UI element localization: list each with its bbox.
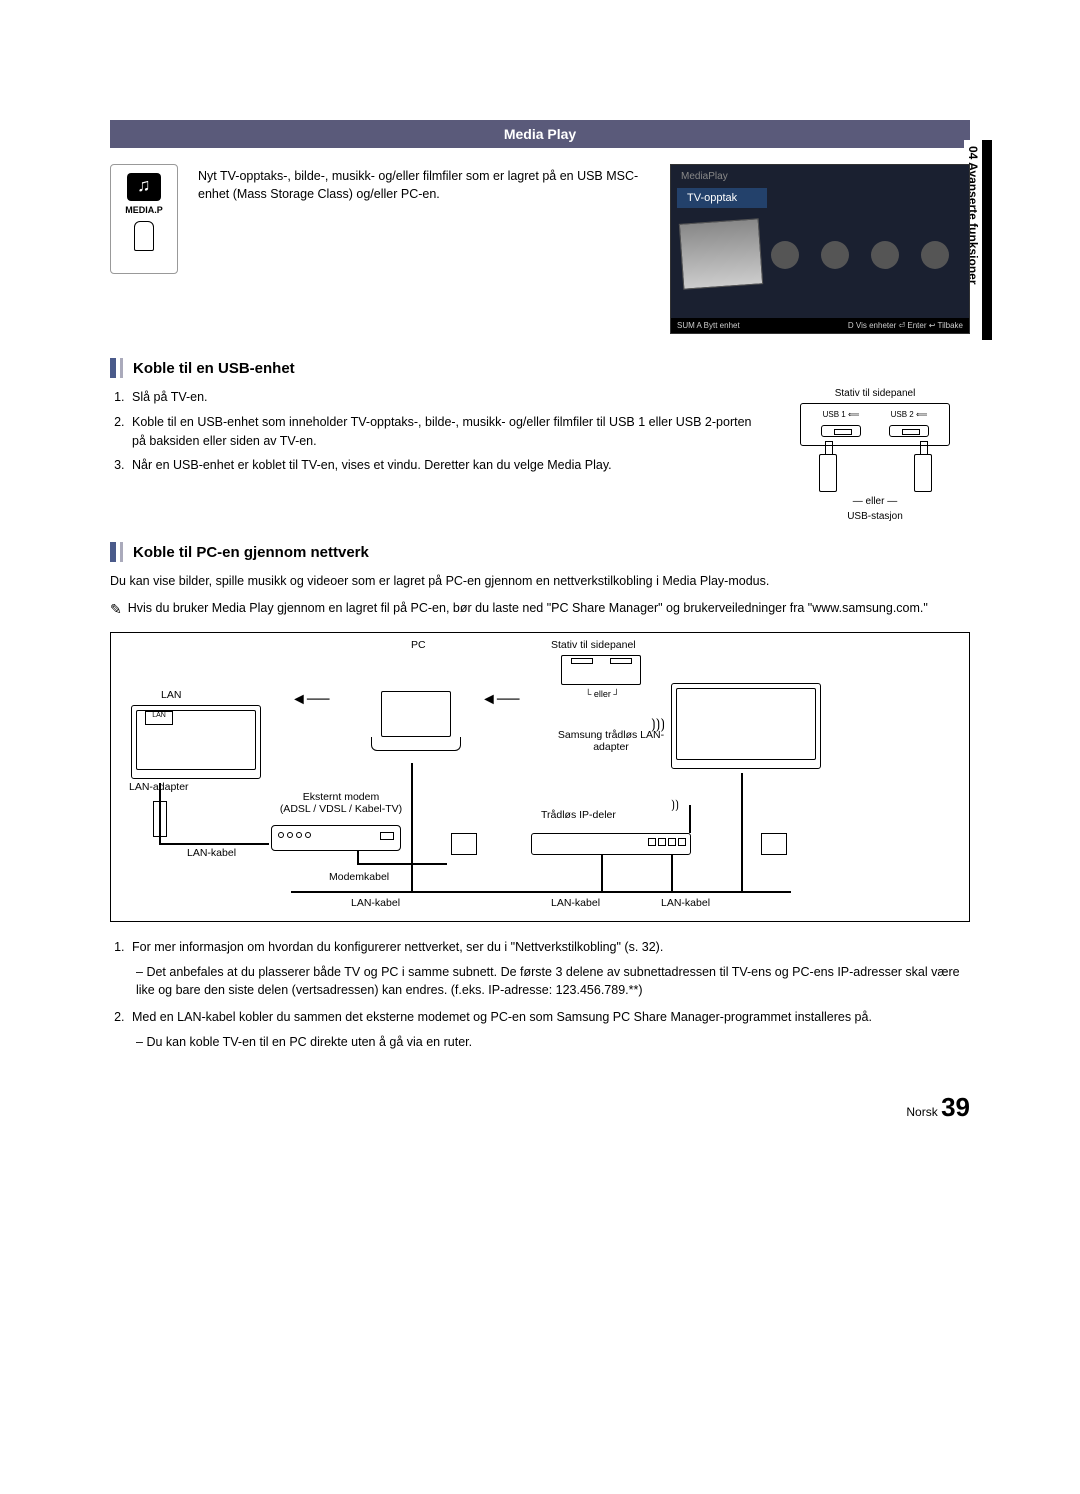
usb-stick-icon — [819, 454, 837, 492]
net-step: Med en LAN-kabel kobler du sammen det ek… — [128, 1008, 970, 1052]
net-step: For mer informasjon om hvordan du konfig… — [128, 938, 970, 1000]
ss-icon — [871, 241, 899, 269]
network-steps: For mer informasjon om hvordan du konfig… — [128, 938, 970, 1052]
footer-page-number: 39 — [941, 1092, 970, 1122]
lan-label: LAN — [161, 689, 181, 701]
usb-step: Slå på TV-en. — [128, 388, 760, 407]
wifi-icon-2: ⟯⟯ — [671, 797, 679, 812]
usb-step: Når en USB-enhet er koblet til TV-en, vi… — [128, 456, 760, 475]
section-bar-icon — [110, 542, 116, 562]
usb-step: Koble til en USB-enhet som inneholder TV… — [128, 413, 760, 451]
wall-plug-icon — [451, 833, 477, 855]
screenshot-top-label: MediaPlay — [671, 165, 969, 188]
lan-kabel-label-2: LAN-kabel — [351, 897, 400, 909]
usb-stick-icon — [914, 454, 932, 492]
lan-kabel-label-3: LAN-kabel — [551, 897, 600, 909]
arrow-icon: ◄── — [481, 691, 520, 709]
note-icon: ✎ — [110, 599, 122, 620]
ss-icon — [771, 241, 799, 269]
remote-label: MEDIA.P — [125, 205, 163, 215]
screenshot-footer-right: D Vis enheter ⏎ Enter ↩ Tilbake — [848, 321, 963, 330]
net-substep: Du kan koble TV-en til en PC direkte ute… — [132, 1033, 970, 1052]
usb-diagram: Stativ til sidepanel USB 1 ⟸ USB 2 ⟸ — e… — [780, 388, 970, 522]
screenshot-footer-left: SUM A Bytt enhet — [677, 321, 740, 330]
footer-lang: Norsk — [906, 1105, 937, 1119]
screenshot-icons — [771, 241, 949, 269]
title-bar: Media Play — [110, 120, 970, 148]
section2-title: Koble til PC-en gjennom nettverk — [133, 544, 369, 561]
tv-right-icon — [671, 683, 821, 769]
router-label: Trådløs IP-deler — [541, 809, 616, 821]
lan-kabel-label-4: LAN-kabel — [661, 897, 710, 909]
remote-button-box: MEDIA.P — [110, 164, 178, 274]
lan-kabel-label: LAN-kabel — [187, 847, 236, 859]
wall-plug-icon — [761, 833, 787, 855]
usb-slot-icon — [889, 425, 929, 437]
modemkabel-label: Modemkabel — [329, 871, 389, 883]
usb-port1-label: USB 1 ⟸ — [823, 410, 860, 419]
pc-note: Hvis du bruker Media Play gjennom en lag… — [128, 599, 928, 620]
media-play-icon — [127, 173, 161, 201]
usb-top-label: Stativ til sidepanel — [780, 388, 970, 399]
usb-slot-icon — [821, 425, 861, 437]
tv-screenshot: MediaPlay TV-opptak SUM A Bytt enhet D V… — [670, 164, 970, 334]
intro-text: Nyt TV-opptaks-, bilde-, musikk- og/elle… — [198, 164, 650, 334]
router-icon — [531, 833, 691, 855]
net-substep: Det anbefales at du plasserer både TV og… — [132, 963, 970, 1001]
network-diagram: PC Stativ til sidepanel LAN LAN ◄── ◄── … — [110, 632, 970, 922]
usb-panel: USB 1 ⟸ USB 2 ⟸ — [800, 403, 950, 446]
ss-icon — [821, 241, 849, 269]
section-bar-icon — [110, 358, 116, 378]
eller-label: — eller — — [780, 496, 970, 507]
pc-icon — [371, 691, 461, 761]
section-subbar-icon — [120, 358, 123, 378]
ss-icon — [921, 241, 949, 269]
screenshot-tab: TV-opptak — [677, 188, 767, 208]
antenna-icon — [689, 805, 691, 833]
hand-icon — [134, 221, 154, 251]
usb-bottom-label: USB-stasjon — [780, 511, 970, 522]
stativ-label: Stativ til sidepanel — [551, 639, 636, 651]
samsung-adapter-label: Samsung trådløs LAN-adapter — [551, 729, 671, 753]
screenshot-thumbnail — [679, 218, 763, 289]
modem-icon — [271, 825, 401, 851]
usb-port2-label: USB 2 ⟸ — [891, 410, 928, 419]
pc-label: PC — [411, 639, 426, 651]
modem-label: Eksternt modem (ADSL / VDSL / Kabel-TV) — [261, 791, 421, 815]
section-subbar-icon — [120, 542, 123, 562]
lan-port-label: LAN — [145, 711, 173, 725]
arrow-icon: ◄── — [291, 691, 330, 709]
page-footer: Norsk 39 — [110, 1092, 970, 1123]
eller-label-2: └ eller ┘ — [585, 689, 620, 699]
side-panel-icon — [561, 655, 641, 685]
usb-steps: Slå på TV-en. Koble til en USB-enhet som… — [128, 388, 760, 481]
section1-title: Koble til en USB-enhet — [133, 360, 295, 377]
pc-intro: Du kan vise bilder, spille musikk og vid… — [110, 572, 970, 591]
